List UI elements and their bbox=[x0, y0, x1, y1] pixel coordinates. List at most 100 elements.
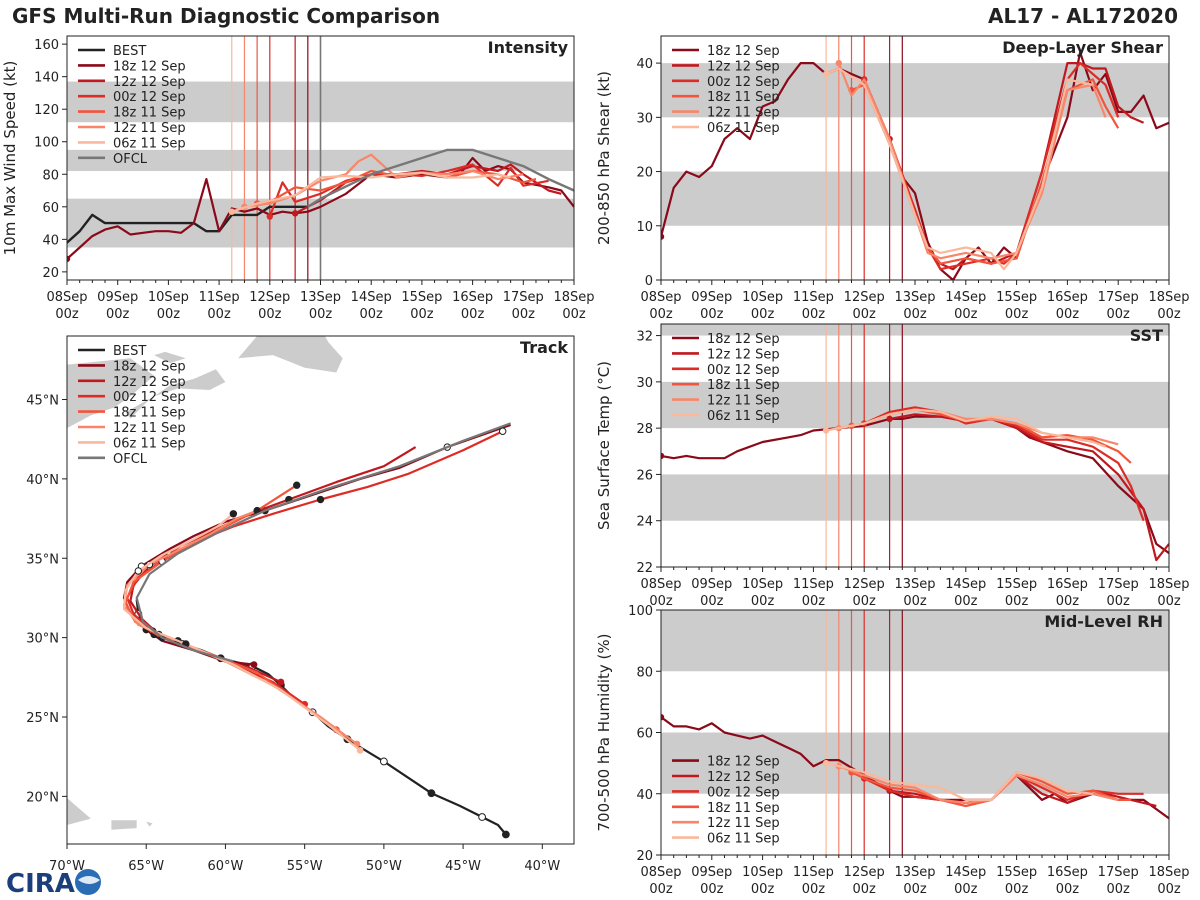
track-legend-label: 18z 11 Sep bbox=[113, 406, 186, 421]
intensity-y-tick-label: 120 bbox=[34, 103, 59, 118]
track-run-marker bbox=[316, 495, 325, 504]
rh-series-line bbox=[825, 762, 1093, 802]
shear-legend-label: 00z 12 Sep bbox=[707, 75, 780, 90]
land-shape bbox=[67, 798, 91, 825]
sst-x-tick-day: 13Sep bbox=[894, 577, 935, 592]
sst-panel: 08Sep 00z 09Sep 00z 10Sep 00z 11Sep 00z 12Sep 00z… bbox=[595, 323, 1190, 609]
shear-x-tick-hour: 00z bbox=[1157, 307, 1181, 322]
shear-x-tick-hour: 00z bbox=[853, 307, 877, 322]
sst-x-tick-hour: 00z bbox=[853, 594, 877, 609]
sst-legend-label: 12z 11 Sep bbox=[707, 394, 780, 409]
sst-legend-label: 06z 11 Sep bbox=[707, 409, 780, 424]
rh-x-tick-day: 11Sep bbox=[793, 865, 834, 880]
shear-legend-label: 18z 11 Sep bbox=[707, 90, 780, 105]
intensity-series-start-point bbox=[291, 210, 299, 217]
sst-x-tick-day: 12Sep bbox=[844, 577, 885, 592]
sst-band bbox=[661, 324, 1169, 336]
shear-x-tick-day: 09Sep bbox=[691, 290, 732, 305]
sst-x-tick-day: 17Sep bbox=[1098, 577, 1139, 592]
track-x-tick-label: 65°W bbox=[128, 859, 164, 874]
intensity-x-tick-hour: 00z bbox=[461, 307, 485, 322]
intensity-x-tick-hour: 00z bbox=[157, 307, 181, 322]
shear-legend-label: 12z 11 Sep bbox=[707, 106, 780, 121]
shear-x-tick-day: 12Sep bbox=[844, 290, 885, 305]
sst-y-tick-label: 26 bbox=[636, 468, 653, 483]
shear-title: Deep-Layer Shear bbox=[1002, 38, 1163, 57]
shear-x-tick-day: 10Sep bbox=[742, 290, 783, 305]
intensity-x-tick-day: 16Sep bbox=[452, 290, 493, 305]
intensity-y-tick-label: 140 bbox=[34, 71, 59, 86]
land-shape bbox=[111, 820, 137, 830]
intensity-legend-label: 00z 12 Sep bbox=[113, 90, 186, 105]
shear-series-start-point bbox=[661, 233, 665, 240]
sst-series-line bbox=[825, 408, 1106, 448]
sst-y-axis-label: Sea Surface Temp (°C) bbox=[595, 361, 613, 530]
shear-series-group bbox=[661, 51, 1169, 280]
shear-x-tick-hour: 00z bbox=[1107, 307, 1131, 322]
sst-series-line bbox=[889, 413, 1169, 562]
shear-y-axis-label: 200-850 hPa Shear (kt) bbox=[595, 71, 613, 245]
track-run-start bbox=[250, 661, 258, 669]
track-best-marker bbox=[427, 789, 436, 798]
rh-legend-label: 00z 12 Sep bbox=[707, 785, 780, 800]
sst-band bbox=[661, 381, 1169, 429]
shear-x-tick-hour: 00z bbox=[903, 307, 927, 322]
track-x-tick-label: 45°W bbox=[445, 859, 481, 874]
track-run-start bbox=[277, 678, 285, 686]
shear-x-tick-day: 15Sep bbox=[996, 290, 1037, 305]
shear-y-tick-label: 0 bbox=[645, 274, 653, 289]
rh-x-tick-day: 09Sep bbox=[691, 865, 732, 880]
shear-series-start-point bbox=[822, 70, 830, 78]
rh-series-start-point bbox=[822, 759, 830, 767]
track-y-tick-label: 25°N bbox=[26, 711, 59, 726]
shear-panel: 08Sep 00z 09Sep 00z 10Sep 00z 11Sep 00z 12Sep 00z… bbox=[595, 35, 1190, 322]
rh-y-tick-label: 40 bbox=[636, 788, 653, 803]
intensity-series-line bbox=[231, 171, 511, 213]
track-y-tick-label: 45°N bbox=[26, 394, 59, 409]
sst-x-tick-hour: 00z bbox=[1107, 594, 1131, 609]
rh-legend-label: 18z 11 Sep bbox=[707, 801, 780, 816]
sst-x-tick-hour: 00z bbox=[649, 594, 673, 609]
shear-x-tick-day: 11Sep bbox=[793, 290, 834, 305]
intensity-x-tick-hour: 00z bbox=[106, 307, 130, 322]
rh-x-tick-hour: 00z bbox=[700, 882, 724, 897]
intensity-legend-label: 18z 11 Sep bbox=[113, 106, 186, 121]
sst-title: SST bbox=[1130, 326, 1163, 345]
track-run-marker bbox=[293, 481, 301, 489]
sst-series-group bbox=[661, 406, 1169, 562]
land-group bbox=[67, 336, 343, 830]
sst-x-tick-hour: 00z bbox=[1005, 594, 1029, 609]
sst-series-start-point bbox=[886, 415, 893, 423]
rh-y-tick-label: 100 bbox=[628, 604, 653, 619]
track-x-tick-label: 50°W bbox=[366, 859, 402, 874]
rh-x-tick-hour: 00z bbox=[1056, 882, 1080, 897]
track-legend-label: 18z 12 Sep bbox=[113, 359, 186, 374]
intensity-x-tick-day: 11Sep bbox=[199, 290, 240, 305]
intensity-series-start-point bbox=[228, 208, 235, 215]
intensity-x-tick-hour: 00z bbox=[309, 307, 333, 322]
rh-x-tick-day: 13Sep bbox=[894, 865, 935, 880]
rh-series-group bbox=[661, 713, 1169, 820]
shear-band bbox=[661, 63, 1169, 118]
track-legend-label: 00z 12 Sep bbox=[113, 390, 186, 405]
intensity-x-tick-day: 13Sep bbox=[300, 290, 341, 305]
intensity-x-tick-day: 10Sep bbox=[148, 290, 189, 305]
track-series-line bbox=[135, 422, 511, 663]
shear-y-tick-label: 20 bbox=[636, 166, 653, 181]
shear-series-line bbox=[863, 61, 1120, 271]
track-legend-label: OFCL bbox=[113, 452, 148, 467]
sst-series-line bbox=[661, 415, 1169, 554]
track-y-tick-label: 30°N bbox=[26, 632, 59, 647]
sst-x-tick-day: 15Sep bbox=[996, 577, 1037, 592]
rh-x-tick-day: 15Sep bbox=[996, 865, 1037, 880]
sst-x-tick-hour: 00z bbox=[1056, 594, 1080, 609]
intensity-x-tick-day: 18Sep bbox=[553, 290, 594, 305]
intensity-x-tick-hour: 00z bbox=[360, 307, 384, 322]
shear-x-tick-day: 16Sep bbox=[1047, 290, 1088, 305]
rh-series-start-point bbox=[661, 713, 665, 721]
rh-x-tick-hour: 00z bbox=[751, 882, 775, 897]
track-legend-label: 06z 11 Sep bbox=[113, 436, 186, 451]
